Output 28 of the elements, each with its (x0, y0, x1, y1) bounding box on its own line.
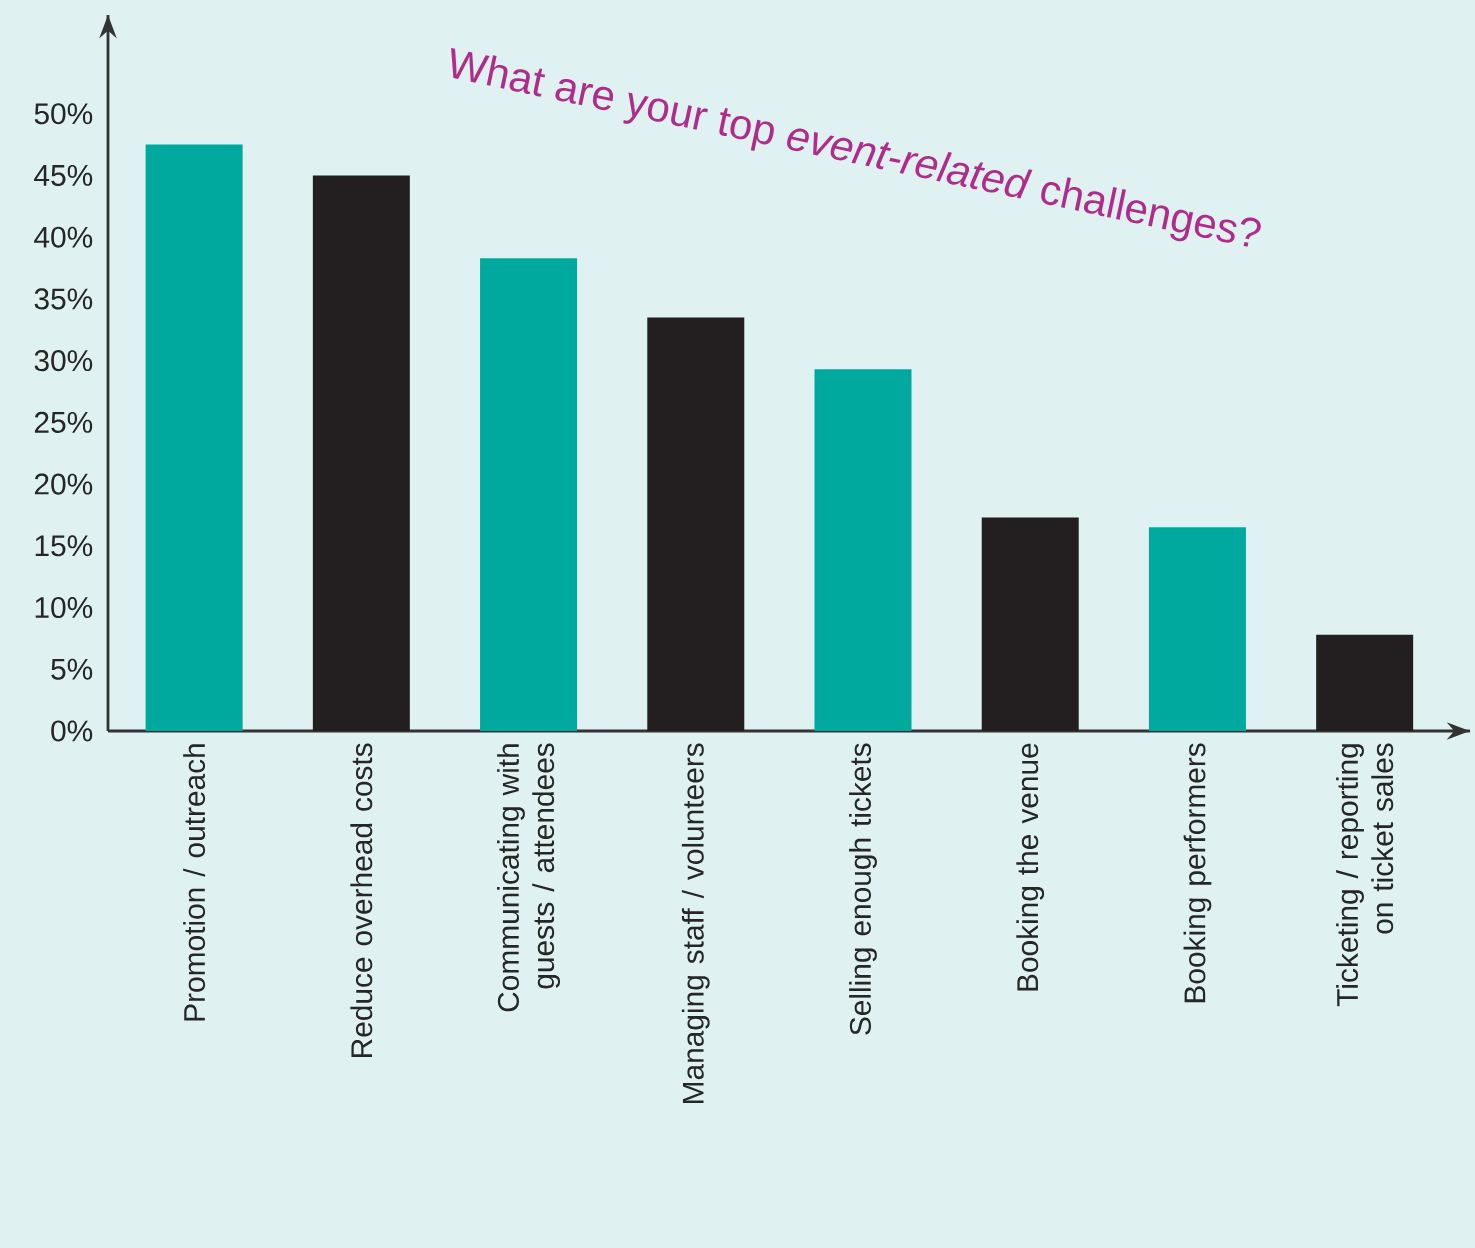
y-tick-label: 50% (34, 103, 93, 125)
y-tick-label: 45% (34, 164, 93, 186)
y-tick-label: 5% (51, 658, 93, 680)
bar (814, 369, 912, 731)
x-tick-label: Selling enough tickets (849, 743, 877, 1035)
y-tick-label: 25% (34, 411, 93, 433)
text: What are your top event-related challenges? (451, 47, 1261, 247)
y-tick-label: 35% (34, 288, 93, 310)
bar (1148, 527, 1246, 731)
x-tick-label: Managing staff / volunteers (681, 743, 710, 1103)
bar (1316, 634, 1414, 731)
y-tick-label: 20% (34, 473, 93, 495)
y-tick-label: 15% (35, 535, 93, 557)
bar (981, 517, 1079, 731)
bar (480, 258, 578, 731)
y-tick-label: 30% (34, 350, 93, 372)
x-tick-label: Ticketing / reporting on ticket sales (1336, 743, 1394, 1007)
bar (145, 144, 243, 731)
y-tick-label: 0% (51, 720, 93, 742)
bar (312, 175, 410, 731)
x-tick-label: Booking the venue (1016, 743, 1045, 991)
y-tick-label: 10% (35, 596, 93, 619)
bar (647, 317, 745, 731)
y-tick-label: 40% (34, 226, 93, 248)
x-tick-label: Promotion / outreach (183, 744, 206, 1021)
x-tick-label: Communicating with guests / attendees (497, 743, 561, 1012)
x-tick-label: Reduce overhead costs (350, 743, 373, 1057)
x-tick-label: Booking performers (1183, 743, 1212, 1003)
